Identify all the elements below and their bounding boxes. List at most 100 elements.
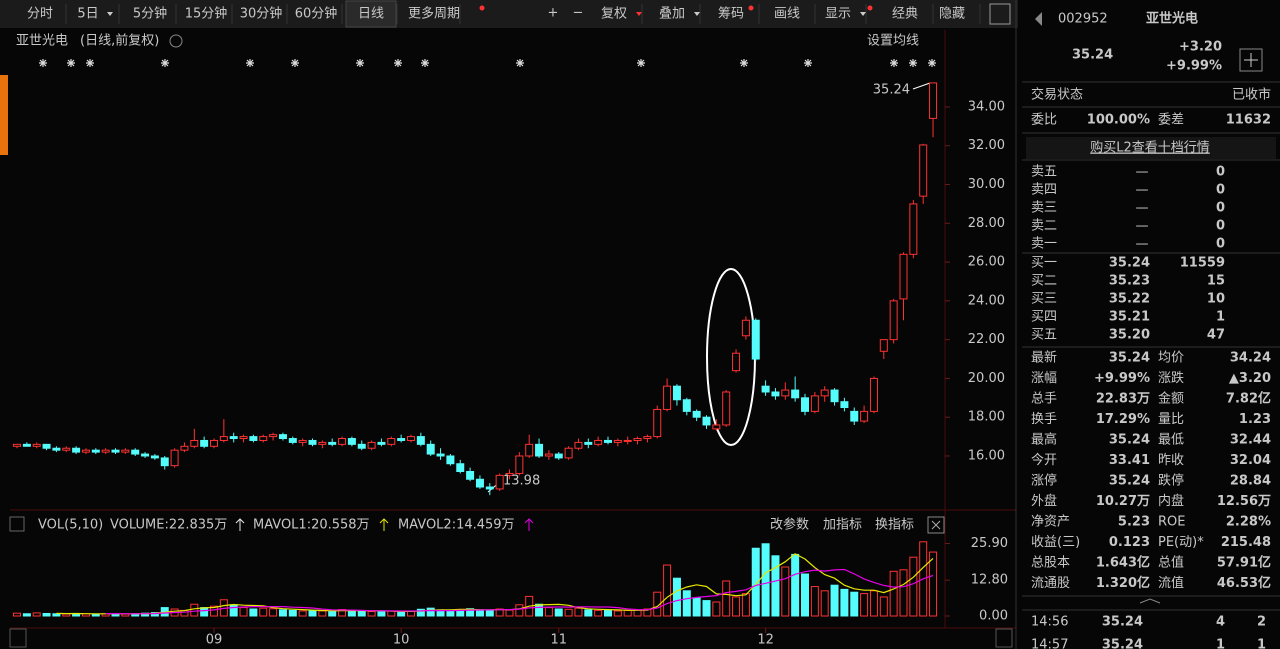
period-tab[interactable]: 日线 <box>358 7 384 22</box>
scroll-right[interactable] <box>995 628 1013 648</box>
tool-button[interactable]: 复权 <box>601 6 627 22</box>
close-indicator[interactable] <box>927 516 945 534</box>
stat-label: 换手 <box>1031 412 1057 427</box>
stat-label: 外盘 <box>1031 493 1057 509</box>
scroll-left[interactable] <box>9 628 27 648</box>
volume-bar <box>702 600 711 617</box>
candle-body <box>741 319 750 337</box>
volume-bar <box>485 610 494 617</box>
stat-label: 涨幅 <box>1031 371 1057 386</box>
y-tick-label: 28.00 <box>968 216 1005 231</box>
volume-bar <box>357 610 366 617</box>
l2-link[interactable]: 购买L2查看十档行情 <box>1090 140 1210 156</box>
panel-toggle[interactable] <box>9 516 25 532</box>
stat-label: 昨收 <box>1158 453 1184 468</box>
indicator-name: VOL(5,10) <box>38 518 103 533</box>
stat-value: 1.320亿 <box>1096 575 1150 591</box>
x-tick-label: 09 <box>206 633 223 648</box>
indicator-tool[interactable]: 加指标 <box>823 518 862 533</box>
x-tick-label: 10 <box>393 633 410 648</box>
candle-body <box>623 439 632 442</box>
indicator-tool[interactable]: 改参数 <box>770 517 809 533</box>
volume-bar <box>308 609 317 617</box>
event-marker <box>804 59 812 67</box>
period-tab[interactable]: 60分钟 <box>295 6 338 22</box>
stat-value: 35.24 <box>1109 433 1150 448</box>
stat-value: 22.83万 <box>1096 392 1150 407</box>
volume-bar <box>249 608 258 617</box>
event-marker <box>161 59 169 67</box>
volume-bar <box>210 605 218 617</box>
tool-button[interactable]: 筹码 <box>718 6 744 22</box>
side-tab[interactable] <box>0 75 8 155</box>
fullscreen-icon[interactable] <box>989 3 1011 25</box>
period-tab[interactable]: 5分钟 <box>133 6 167 22</box>
candle-body <box>712 424 721 430</box>
stat-label: ROE <box>1158 515 1185 530</box>
candle-body <box>535 443 544 457</box>
candle-body <box>525 443 534 457</box>
period-tab[interactable]: 更多周期 <box>408 6 460 22</box>
ask-label: 卖五 <box>1031 165 1057 180</box>
prev-stock[interactable] <box>1035 12 1042 26</box>
candle-body <box>62 447 71 451</box>
add-button[interactable] <box>1239 48 1263 72</box>
stat-label: 今开 <box>1031 452 1057 468</box>
candle-body <box>131 449 140 455</box>
stat-value: 215.48 <box>1221 535 1271 550</box>
zoom-out[interactable]: − <box>573 6 584 21</box>
candle-body <box>347 438 356 445</box>
period-tab[interactable]: 5日 <box>77 7 98 22</box>
bid-price: 35.20 <box>1109 328 1150 343</box>
bid-label: 买二 <box>1031 274 1057 289</box>
indicator-tool[interactable]: 换指标 <box>875 518 914 533</box>
volume-bar <box>840 588 849 617</box>
period-tab[interactable]: 分时 <box>27 7 53 22</box>
dropdown-icon <box>694 12 700 16</box>
candle-body <box>879 339 888 352</box>
tool-button[interactable]: 经典 <box>892 7 918 22</box>
price-change-pct: +9.99% <box>1166 59 1222 74</box>
candle-body <box>367 441 376 449</box>
volume-bar <box>22 613 31 617</box>
trend-arrow <box>235 518 245 531</box>
low-label: 13.98 <box>503 474 540 489</box>
ma-setting[interactable]: 设置均线 <box>867 34 919 49</box>
tool-button[interactable]: 显示 <box>825 7 851 22</box>
volume-bar <box>653 591 662 617</box>
y-tick-label: 32.00 <box>968 138 1005 153</box>
ask-label: 卖一 <box>1031 237 1057 252</box>
candle-body <box>653 408 662 438</box>
candle-body <box>791 389 800 399</box>
candle-body <box>633 438 642 441</box>
bid-volume: 47 <box>1207 328 1225 343</box>
active-tab <box>345 0 397 28</box>
volume-bar <box>377 611 386 617</box>
candle-body <box>554 453 563 459</box>
tool-button[interactable]: 画线 <box>774 7 800 22</box>
volume-bar <box>13 612 21 617</box>
row-value: 已收市 <box>1232 87 1271 103</box>
tick-time: 14:57 <box>1031 638 1068 649</box>
period-tab[interactable]: 15分钟 <box>185 6 228 22</box>
volume-bar <box>594 609 603 617</box>
ask-label: 卖二 <box>1031 219 1057 234</box>
dropdown-icon <box>860 12 866 16</box>
event-marker <box>86 59 94 67</box>
stat-value: 35.24 <box>1109 351 1150 366</box>
volume-bar <box>820 590 829 617</box>
candle-body <box>219 436 228 441</box>
stat-value: 32.44 <box>1230 433 1271 448</box>
tool-button[interactable]: 叠加 <box>659 7 685 22</box>
zoom-in[interactable]: + <box>548 6 559 21</box>
trend-arrow <box>379 518 389 531</box>
candle-body <box>909 203 918 255</box>
tool-button[interactable]: 隐藏 <box>939 7 965 22</box>
candle-body <box>22 443 31 447</box>
l2-bar[interactable] <box>1026 137 1276 159</box>
event-marker <box>890 59 898 67</box>
candle-body <box>860 410 869 422</box>
candle-body <box>682 399 691 412</box>
period-tab[interactable]: 30分钟 <box>240 6 283 22</box>
candle-body <box>141 453 150 457</box>
